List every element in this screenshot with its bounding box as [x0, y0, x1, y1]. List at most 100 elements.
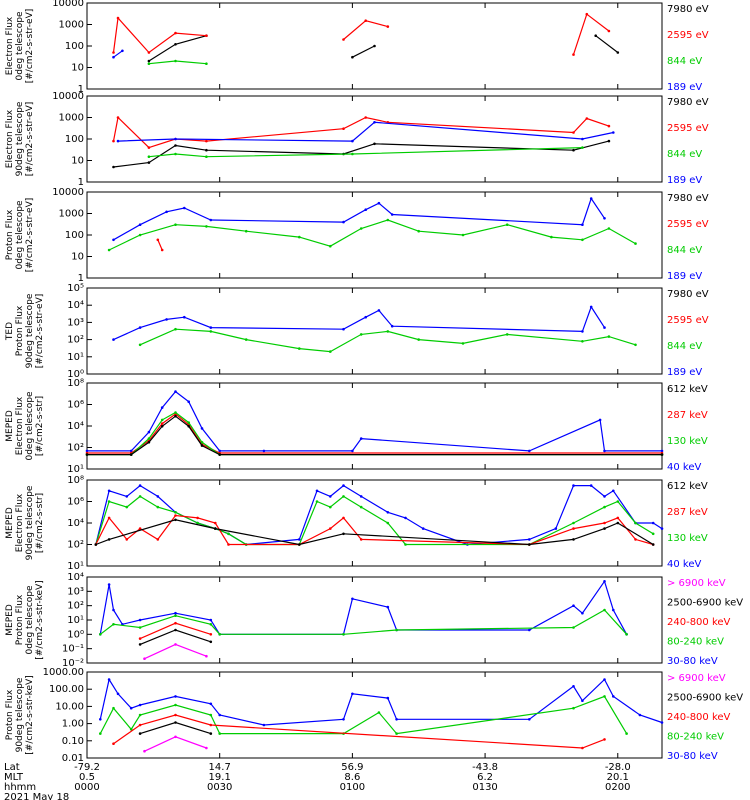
data-point [210, 732, 213, 735]
data-point [174, 153, 177, 156]
legend-entry: 2500-6900 keV [667, 598, 743, 609]
y-tick-label: 10⁶ [67, 400, 84, 411]
data-point [214, 527, 217, 530]
y-axis-label: [#/cm2-s-str-eV] [25, 102, 35, 177]
series-line-5 [145, 644, 207, 658]
series-line-2 [114, 199, 605, 240]
data-point [572, 626, 575, 629]
data-point [108, 490, 111, 493]
series-line-3 [114, 715, 605, 748]
data-point [373, 143, 376, 146]
data-point [205, 149, 208, 152]
data-point [586, 13, 589, 16]
data-point [555, 527, 558, 530]
data-point [612, 609, 615, 612]
data-point [117, 17, 120, 20]
data-point [572, 527, 575, 530]
data-point [183, 207, 186, 210]
data-point [130, 707, 133, 710]
data-point [586, 117, 589, 120]
data-point [205, 655, 208, 658]
data-point [126, 538, 129, 541]
data-point [603, 326, 606, 329]
data-point [174, 514, 177, 517]
data-point [263, 724, 266, 727]
data-point [205, 62, 208, 65]
data-point [590, 197, 593, 200]
data-point [174, 411, 177, 414]
panel-4: 10⁰10¹10²10³10⁴10⁵TED Proton Flux 90deg te… [5, 283, 709, 380]
data-point [205, 155, 208, 158]
series-line-5 [145, 737, 207, 751]
data-point [581, 138, 584, 141]
data-point [218, 453, 221, 456]
y-tick-label: 100.00 [49, 684, 84, 695]
data-point [108, 583, 111, 586]
panel-2: 1 10 100 1000 10000 Electron Flux 90deg telesc… [5, 91, 709, 188]
data-point [174, 138, 177, 141]
legend-entry: 844 eV [667, 149, 702, 160]
data-point [174, 32, 177, 35]
y-tick-label: 10¹ [67, 615, 84, 626]
data-point [148, 437, 151, 440]
y-tick-label: 10² [67, 335, 84, 346]
data-point [572, 685, 575, 688]
data-point [95, 543, 98, 546]
y-tick-label: 10 [71, 156, 84, 167]
data-point [351, 598, 354, 601]
legend-entry: 844 eV [667, 245, 702, 256]
series-line-3 [149, 61, 207, 64]
legend-entry: 7980 eV [667, 289, 709, 300]
y-tick-label: 10³ [67, 317, 84, 328]
data-point [148, 146, 151, 149]
instrument-label: MEPED [5, 507, 15, 539]
data-point [572, 131, 575, 134]
data-point [139, 484, 142, 487]
data-point [245, 338, 248, 341]
data-point [139, 724, 142, 727]
panel-frame [87, 480, 662, 566]
series-line-2 [114, 118, 609, 148]
data-point [395, 732, 398, 735]
data-point [130, 453, 133, 456]
data-point [387, 330, 390, 333]
data-point [625, 633, 628, 636]
y-tick-label: 10⁸ [67, 378, 84, 389]
data-point [99, 633, 102, 636]
y-tick-label: 10² [67, 443, 84, 454]
x-tick-value: 0200 [605, 782, 630, 793]
legend-entry: 844 eV [667, 341, 702, 352]
legend-entry: 30-80 keV [667, 751, 718, 762]
panel-frame [87, 383, 662, 469]
data-point [387, 522, 390, 525]
legend-entry: 80-240 keV [667, 637, 724, 648]
data-point [364, 116, 367, 119]
y-axis-label: Electron Flux [15, 396, 25, 455]
x-axis-labels: Lat MLT hhmm 2021 May 18 -79.20.5000014.… [4, 762, 631, 800]
data-point [316, 500, 319, 503]
data-point [174, 622, 177, 625]
data-point [201, 444, 204, 447]
data-point [387, 511, 390, 514]
data-point [218, 633, 221, 636]
legend-entry: 7980 eV [667, 97, 709, 108]
x-date-label: 2021 May 18 [4, 792, 69, 800]
data-point [608, 335, 611, 338]
x-tick-value: 0130 [472, 782, 497, 793]
panel-3: 110100100010000Proton Flux 0deg telescope… [5, 187, 709, 284]
data-point [86, 453, 89, 456]
data-point [227, 533, 230, 536]
data-point [329, 350, 332, 353]
data-point [161, 419, 164, 422]
data-point [205, 140, 208, 143]
instrument-label: TED [5, 322, 15, 341]
y-axis-label: Proton Flux [5, 689, 15, 740]
data-point [617, 500, 620, 503]
data-point [139, 704, 142, 707]
data-point [360, 538, 363, 541]
data-point [157, 506, 160, 509]
data-point [139, 637, 142, 640]
legend-entry: 2595 eV [667, 30, 709, 41]
data-point [351, 693, 354, 696]
data-point [378, 202, 381, 205]
